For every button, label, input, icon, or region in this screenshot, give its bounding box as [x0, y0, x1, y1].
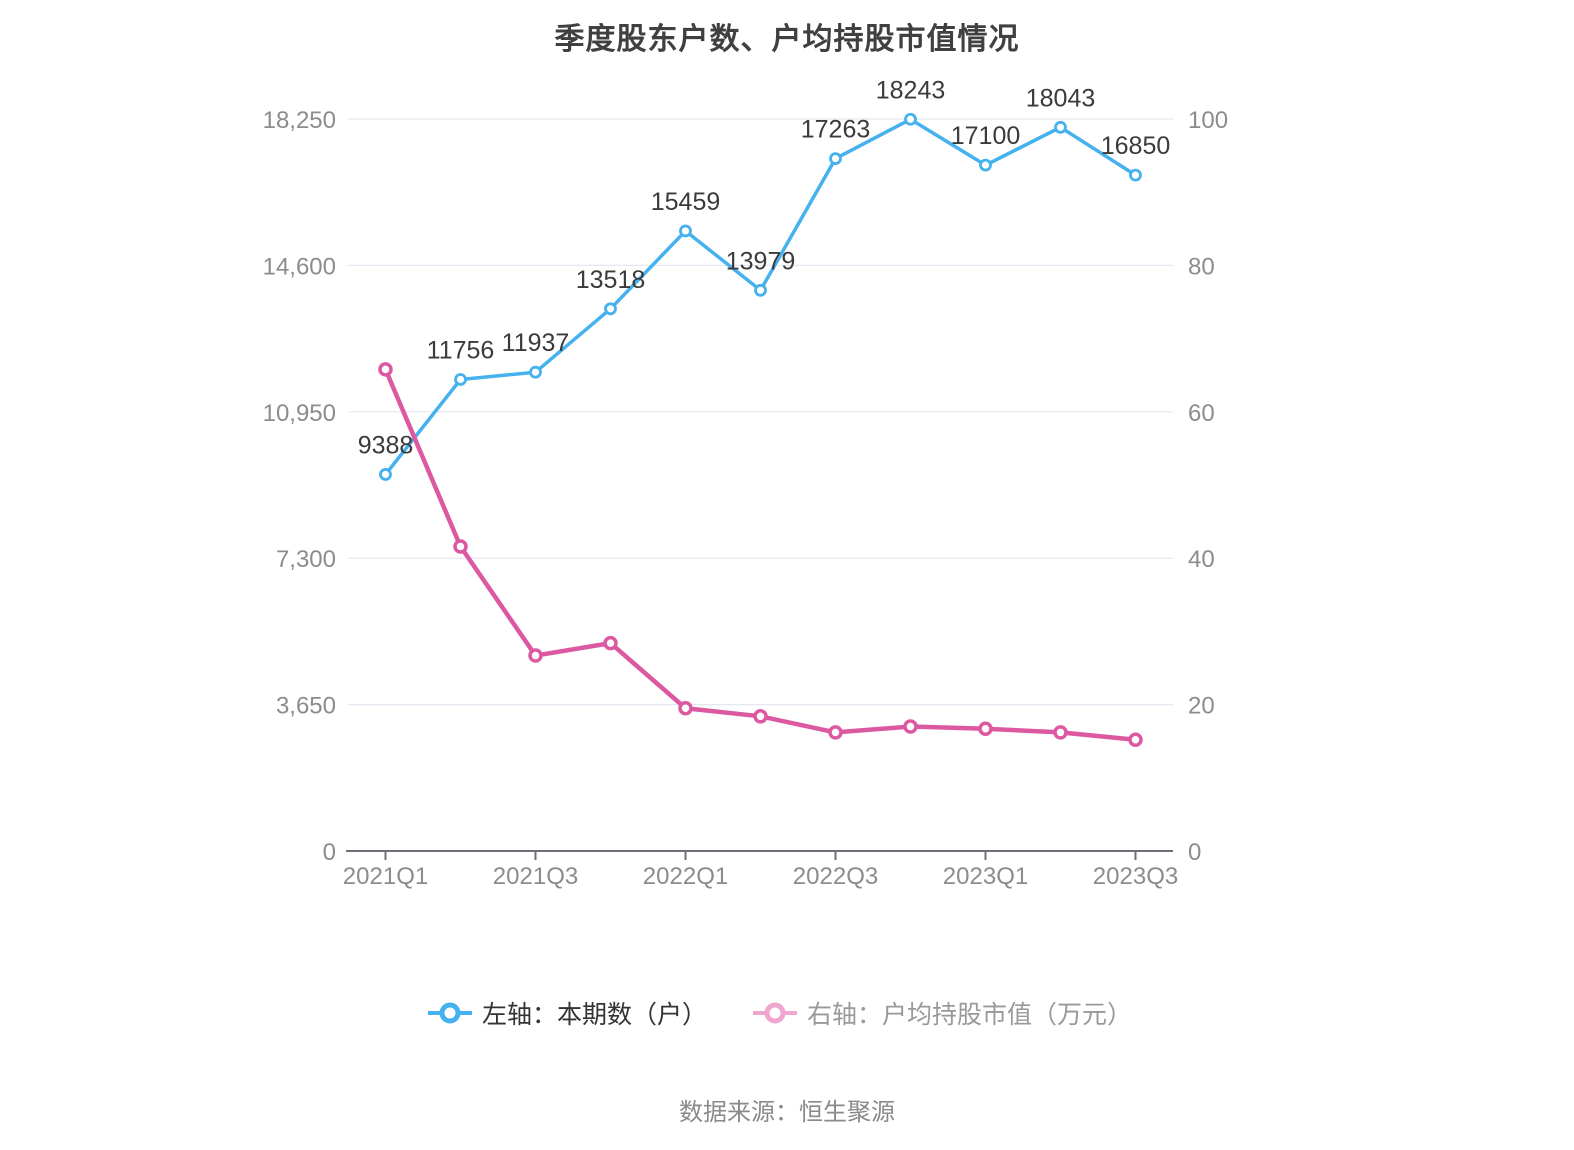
avg-holding-value-point-marker[interactable]	[753, 709, 768, 724]
shareholder-count-point-marker[interactable]	[979, 158, 992, 172]
pink-line-marker-icon	[753, 1002, 797, 1024]
shareholder-count-point-marker[interactable]	[679, 224, 692, 238]
left-axis-label: 7,300	[276, 546, 336, 573]
shareholder-count-data-label: 18043	[1026, 84, 1096, 112]
left-axis-label: 18,250	[263, 107, 336, 134]
shareholder-count-point-marker[interactable]	[904, 112, 917, 126]
shareholder-count-point-marker[interactable]	[379, 468, 392, 481]
x-axis-label: 2023Q3	[1093, 863, 1178, 890]
avg-holding-value-point-marker[interactable]	[603, 635, 618, 651]
shareholder-count-point-marker[interactable]	[604, 302, 617, 316]
shareholder-count-data-label: 11937	[502, 329, 570, 357]
left-axis-label: 10,950	[263, 400, 336, 427]
right-axis-label: 80	[1188, 253, 1215, 280]
right-axis-label: 100	[1188, 107, 1228, 134]
x-axis-label: 2021Q3	[493, 863, 578, 890]
shareholder-count-data-label: 17263	[801, 116, 871, 144]
right-axis-label: 60	[1188, 400, 1215, 427]
avg-holding-value-point-marker[interactable]	[678, 701, 693, 716]
avg-holding-value-point-marker[interactable]	[903, 719, 918, 734]
avg-holding-value-point-marker[interactable]	[1128, 732, 1143, 747]
shareholder-count-data-label: 13518	[576, 266, 646, 294]
avg-holding-value-line	[383, 367, 1138, 742]
shareholder-count-point-marker[interactable]	[829, 152, 842, 165]
legend-item-avg-holding-value[interactable]: 右轴：户均持股市值（万元）	[753, 995, 1132, 1031]
legend-item-shareholder-count[interactable]: 左轴：本期数（户）	[427, 995, 707, 1031]
left-axis-label: 0	[323, 839, 336, 866]
avg-holding-value-point-marker[interactable]	[1053, 725, 1068, 740]
shareholder-count-point-marker[interactable]	[1129, 168, 1142, 182]
avg-holding-value-point-marker[interactable]	[453, 539, 468, 554]
shareholder-count-data-label: 9388	[358, 431, 414, 459]
left-axis-label: 3,650	[276, 693, 336, 720]
right-axis-label: 40	[1188, 546, 1215, 573]
shareholder-count-data-label: 18243	[876, 76, 946, 104]
shareholder-count-point-marker[interactable]	[529, 365, 542, 379]
legend: 左轴：本期数（户） 右轴：户均持股市值（万元）	[0, 995, 1560, 1031]
x-axis-label: 2022Q3	[793, 863, 878, 890]
avg-holding-value-point-marker[interactable]	[828, 725, 843, 740]
avg-holding-value-point-marker[interactable]	[978, 721, 993, 737]
avg-holding-value-point-marker[interactable]	[528, 648, 543, 663]
right-axis-label: 0	[1188, 839, 1201, 866]
avg-holding-value-point-marker[interactable]	[378, 362, 393, 377]
shareholder-count-line	[383, 117, 1138, 477]
x-axis-label: 2021Q1	[343, 863, 428, 890]
right-axis-label: 20	[1188, 693, 1215, 720]
legend-label-avg-holding-value: 右轴：户均持股市值（万元）	[807, 1001, 1133, 1029]
shareholder-count-point-marker[interactable]	[1054, 120, 1067, 134]
x-axis-label: 2022Q1	[643, 863, 728, 890]
chart-title: 季度股东户数、户均持股市值情况	[554, 23, 1020, 56]
shareholder-count-data-label: 11756	[427, 336, 495, 364]
shareholder-count-data-label: 13979	[726, 247, 796, 275]
shareholder-count-data-label: 15459	[651, 188, 721, 216]
left-axis-label: 14,600	[263, 253, 336, 280]
shareholder-count-point-marker[interactable]	[754, 283, 767, 297]
blue-line-marker-icon	[427, 1002, 472, 1024]
data-source-text: 数据来源：恒生聚源	[679, 1099, 895, 1126]
shareholder-count-data-label: 16850	[1101, 132, 1171, 160]
x-axis-label: 2023Q1	[943, 863, 1028, 890]
shareholder-count-point-marker[interactable]	[454, 373, 467, 386]
shareholder-count-data-label: 17100	[951, 122, 1021, 150]
legend-label-shareholder-count: 左轴：本期数（户）	[481, 1001, 707, 1029]
